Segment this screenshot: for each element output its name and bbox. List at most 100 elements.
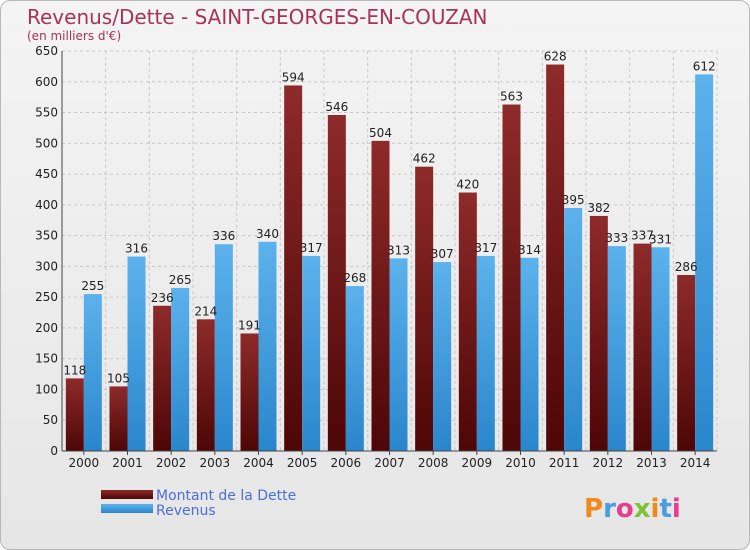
bar-revenus [607, 246, 626, 451]
value-label: 317 [300, 241, 323, 255]
bar-dette [677, 275, 696, 451]
value-label: 268 [343, 271, 366, 285]
value-label: 340 [256, 227, 279, 241]
x-tick-label: 2000 [69, 456, 100, 470]
y-tick-label: 200 [35, 321, 58, 335]
bar-revenus [171, 287, 190, 451]
value-label: 307 [431, 247, 454, 261]
bar-revenus [127, 256, 146, 451]
legend-swatch-revenus [101, 504, 153, 513]
value-label: 105 [107, 371, 130, 385]
value-label: 191 [238, 318, 261, 332]
bar-revenus [302, 255, 321, 451]
value-label: 420 [456, 178, 479, 192]
svg-text:Proxiti: Proxiti [584, 494, 681, 524]
value-label: 265 [169, 273, 192, 287]
value-label: 214 [194, 304, 217, 318]
bar-dette [502, 104, 521, 452]
legend-label-revenus: Revenus [156, 503, 216, 519]
bar-revenus [651, 247, 670, 451]
x-tick-label: 2011 [549, 456, 580, 470]
value-label: 331 [649, 232, 672, 246]
bar-revenus [520, 257, 539, 451]
value-label: 333 [605, 231, 628, 245]
bar-dette [284, 85, 303, 451]
x-tick-label: 2005 [287, 456, 318, 470]
value-label: 336 [212, 229, 235, 243]
proxiti-logo: Proxiti [584, 494, 681, 524]
value-labels: 1181052362141915945465044624205636283823… [63, 50, 715, 386]
bar-revenus [476, 255, 495, 451]
value-label: 546 [325, 100, 348, 114]
bar-dette [458, 192, 477, 452]
x-tick-label: 2004 [243, 456, 274, 470]
bar-revenus [345, 286, 364, 451]
value-label: 628 [544, 50, 567, 64]
value-label: 255 [81, 279, 104, 293]
x-axis: 2000 2001 2002 2003 2004 2005 2006 2007 2008 2009… [62, 450, 717, 470]
x-tick-label: 2003 [200, 456, 231, 470]
value-label: 236 [151, 291, 174, 305]
y-tick-label: 50 [43, 413, 58, 427]
value-label: 313 [387, 243, 410, 257]
chart-subtitle: (en milliers d'€) [27, 29, 121, 43]
value-label: 286 [675, 260, 698, 274]
value-label: 462 [413, 152, 436, 166]
y-tick-label: 600 [35, 75, 58, 89]
bar-revenus [564, 207, 583, 451]
x-tick-label: 2008 [418, 456, 449, 470]
bar-revenus [214, 244, 233, 451]
value-label: 118 [63, 363, 86, 377]
x-tick-label: 2014 [680, 456, 711, 470]
bar-dette [371, 140, 390, 451]
bar-dette [546, 64, 565, 452]
y-tick-label: 0 [50, 444, 58, 458]
value-label: 395 [562, 193, 585, 207]
value-label: 314 [518, 243, 541, 257]
value-label: 337 [631, 229, 654, 243]
value-label: 316 [125, 242, 148, 256]
x-tick-label: 2009 [462, 456, 493, 470]
y-tick-label: 100 [35, 382, 58, 396]
x-tick-label: 2012 [593, 456, 624, 470]
value-label: 563 [500, 90, 523, 104]
bar-dette [65, 378, 84, 451]
bar-dette [633, 243, 652, 451]
bar-dette [327, 115, 346, 451]
bar-revenus [389, 258, 408, 451]
legend: Montant de la Dette Revenus [101, 488, 296, 519]
y-tick-label: 500 [35, 136, 58, 150]
bar-dette [109, 386, 128, 451]
value-label: 504 [369, 126, 392, 140]
bar-revenus [433, 262, 452, 451]
y-tick-label: 400 [35, 198, 58, 212]
bar-revenus [83, 294, 102, 451]
bar-dette [196, 319, 215, 451]
value-label: 382 [587, 201, 610, 215]
bar-revenus [695, 74, 714, 451]
bar-dette [415, 166, 434, 451]
legend-swatch-debt [101, 490, 153, 499]
legend-label-debt: Montant de la Dette [156, 488, 296, 504]
bars [65, 64, 714, 452]
value-label: 594 [282, 70, 305, 84]
y-tick-label: 650 [35, 44, 58, 58]
y-tick-label: 150 [35, 352, 58, 366]
y-tick-label: 350 [35, 229, 58, 243]
x-tick-label: 2002 [156, 456, 187, 470]
bar-dette [153, 305, 172, 451]
y-tick-label: 300 [35, 259, 58, 273]
bar-dette [240, 333, 259, 451]
chart-title: Revenus/Dette - SAINT-GEORGES-EN-COUZAN [27, 5, 488, 29]
x-tick-label: 2013 [636, 456, 667, 470]
y-axis: 0 50 100 150 200 250 300 350 400 450 500 550 600 650 [35, 44, 63, 458]
y-tick-label: 450 [35, 167, 58, 181]
y-tick-label: 550 [35, 106, 58, 120]
x-tick-label: 2006 [331, 456, 362, 470]
bar-dette [589, 215, 608, 451]
x-tick-label: 2010 [505, 456, 536, 470]
x-tick-label: 2001 [112, 456, 143, 470]
value-label: 317 [474, 241, 497, 255]
